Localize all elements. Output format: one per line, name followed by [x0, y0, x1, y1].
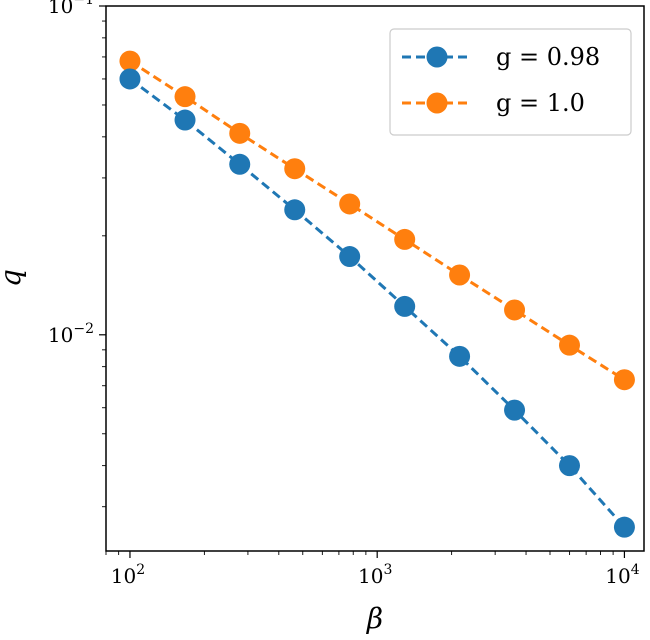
data-point: [504, 399, 526, 421]
data-point: [284, 199, 306, 221]
series-line: [129, 59, 626, 382]
data-point: [558, 334, 580, 356]
y-tick-label: 10−1: [48, 0, 94, 18]
legend-marker: [426, 46, 448, 68]
data-point: [339, 193, 361, 215]
data-point: [394, 228, 416, 250]
plot-frame: [105, 5, 645, 552]
x-tick-label: 103: [358, 562, 392, 588]
legend: g = 0.98 g = 1.0: [389, 28, 632, 136]
x-tick-label: 104: [605, 562, 639, 588]
data-point: [119, 68, 141, 90]
y-axis-label: q: [0, 269, 27, 287]
data-point: [558, 455, 580, 477]
series-layer: [119, 50, 635, 538]
data-point: [394, 295, 416, 317]
data-point: [174, 86, 196, 108]
x-axis-label: β: [366, 602, 383, 635]
legend-label: g = 0.98: [496, 43, 600, 71]
legend-label: g = 1.0: [496, 89, 585, 117]
data-point: [449, 345, 471, 367]
data-point: [613, 369, 635, 391]
series-line: [129, 77, 626, 529]
data-point: [613, 516, 635, 538]
tick-labels: 102 103 104 10−1 10−2: [48, 0, 640, 588]
legend-marker: [426, 92, 448, 114]
data-point: [229, 122, 251, 144]
data-point: [119, 50, 141, 72]
x-tick-label: 102: [111, 562, 145, 588]
data-point: [284, 158, 306, 180]
data-point: [449, 264, 471, 286]
data-point: [339, 246, 361, 268]
data-point: [504, 299, 526, 321]
data-point: [174, 109, 196, 131]
data-point: [229, 153, 251, 175]
y-tick-label: 10−2: [48, 321, 94, 347]
